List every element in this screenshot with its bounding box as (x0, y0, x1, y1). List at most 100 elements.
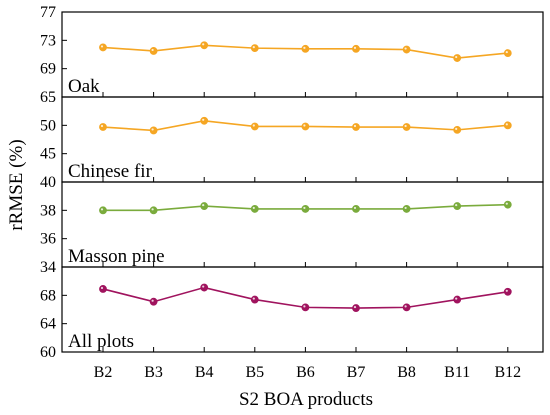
data-point-chinese-fir (352, 123, 360, 131)
data-point-highlight-oak (202, 43, 205, 46)
data-point-all-plots (503, 287, 512, 296)
data-point-highlight-chinese-fir (151, 128, 154, 131)
panel-title-all-plots: All plots (68, 331, 134, 352)
data-point-highlight-all-plots (505, 289, 508, 292)
data-point-highlight-oak (455, 55, 458, 59)
data-point-highlight-all-plots (252, 297, 255, 300)
data-point-highlight-all-plots (455, 297, 458, 300)
data-point-oak (503, 49, 512, 57)
data-point-chinese-fir (149, 126, 158, 135)
data-point-highlight-oak (100, 45, 104, 48)
data-point-masson-pine (149, 206, 158, 215)
data-point-masson-pine (402, 205, 411, 213)
x-tick-label: B6 (296, 364, 315, 381)
plot-area: 77 73 69 65 Oak 50 45 40 Chinese fir 38 36 34 Masson… (40, 4, 544, 381)
x-tick-label: B8 (397, 364, 416, 381)
data-point-oak (250, 44, 259, 53)
x-tick-label: B2 (94, 364, 113, 381)
data-point-masson-pine (250, 205, 259, 213)
data-point-all-plots (301, 303, 310, 312)
x-tick-label: B5 (245, 364, 264, 381)
data-point-oak (402, 45, 411, 54)
data-point-masson-pine (352, 205, 360, 213)
data-point-highlight-oak (303, 46, 306, 49)
data-point-all-plots (200, 283, 209, 292)
y-tick-label-oak: 77 (40, 4, 56, 21)
data-point-highlight-masson-pine (505, 202, 508, 205)
x-axis-title: S2 BOA products (239, 389, 373, 410)
data-point-highlight-all-plots (151, 299, 154, 302)
data-point-highlight-all-plots (404, 305, 407, 308)
data-point-all-plots (453, 295, 462, 304)
y-tick-label-all-plots: 60 (40, 344, 56, 361)
data-point-highlight-masson-pine (303, 206, 306, 210)
data-point-highlight-chinese-fir (455, 127, 458, 130)
x-tick-label: B11 (444, 364, 470, 381)
y-tick-label-oak: 69 (40, 61, 56, 78)
data-point-highlight-chinese-fir (404, 124, 407, 128)
data-point-highlight-masson-pine (151, 208, 154, 211)
data-point-chinese-fir (301, 122, 310, 131)
data-point-highlight-chinese-fir (303, 124, 306, 127)
data-point-highlight-masson-pine (404, 206, 407, 210)
data-point-chinese-fir (250, 122, 259, 131)
data-point-chinese-fir (503, 121, 512, 130)
y-tick-label-oak: 73 (40, 32, 56, 49)
y-tick-label-masson-pine: 36 (40, 231, 56, 248)
panel-frame-oak (61, 11, 544, 98)
data-point-all-plots (402, 303, 411, 312)
y-tick-label-oak: 65 (40, 89, 56, 106)
data-point-highlight-all-plots (353, 305, 357, 309)
x-tick-label: B3 (144, 364, 163, 381)
x-tick-label: B12 (494, 364, 521, 381)
data-point-masson-pine (453, 202, 462, 210)
y-tick-label-all-plots: 68 (40, 287, 56, 304)
data-point-highlight-masson-pine (455, 203, 458, 207)
x-tick-label: B4 (195, 364, 214, 381)
data-point-oak (301, 44, 310, 53)
y-axis-title: rRMSE (%) (6, 139, 27, 230)
data-point-highlight-oak (505, 50, 508, 54)
data-point-chinese-fir (99, 123, 107, 131)
panel-frame-all-plots (61, 266, 544, 353)
data-point-highlight-masson-pine (353, 206, 357, 210)
y-tick-label-chinese-fir: 40 (40, 174, 56, 191)
data-point-masson-pine (200, 202, 209, 210)
data-point-oak (453, 54, 462, 62)
data-point-highlight-all-plots (303, 305, 306, 308)
y-tick-label-chinese-fir: 50 (40, 117, 56, 134)
data-point-highlight-oak (151, 48, 154, 52)
panel-title-masson-pine: Masson pine (68, 246, 165, 267)
data-point-highlight-all-plots (202, 285, 205, 288)
data-point-masson-pine (503, 200, 512, 209)
panel-title-chinese-fir: Chinese fir (68, 161, 153, 182)
data-point-highlight-all-plots (100, 286, 104, 290)
data-point-highlight-oak (252, 46, 255, 49)
data-point-chinese-fir (402, 123, 411, 131)
data-point-masson-pine (301, 205, 310, 213)
data-point-chinese-fir (453, 125, 462, 134)
data-point-masson-pine (99, 206, 107, 215)
data-point-highlight-chinese-fir (505, 123, 508, 126)
data-point-all-plots (352, 304, 360, 312)
data-point-oak (99, 43, 107, 52)
data-point-all-plots (250, 295, 259, 304)
data-point-highlight-masson-pine (252, 206, 255, 210)
data-point-all-plots (149, 297, 158, 306)
panel-title-oak: Oak (68, 76, 100, 97)
data-point-highlight-masson-pine (202, 203, 205, 207)
data-point-highlight-chinese-fir (252, 124, 255, 127)
data-point-all-plots (99, 285, 107, 293)
data-point-highlight-chinese-fir (202, 118, 205, 121)
data-point-chinese-fir (200, 116, 209, 125)
data-point-oak (200, 41, 209, 50)
data-point-oak (149, 47, 158, 55)
data-point-highlight-oak (353, 46, 357, 49)
y-tick-label-masson-pine: 38 (40, 202, 56, 219)
y-tick-label-all-plots: 64 (40, 316, 56, 333)
data-point-highlight-oak (404, 47, 407, 50)
y-tick-label-chinese-fir: 45 (40, 146, 56, 163)
y-tick-label-masson-pine: 34 (40, 259, 56, 276)
data-point-highlight-masson-pine (100, 208, 104, 211)
